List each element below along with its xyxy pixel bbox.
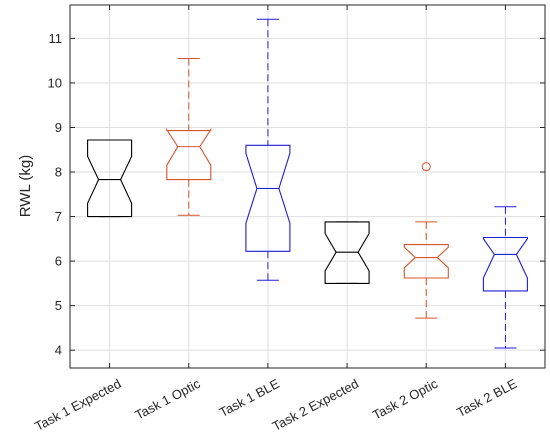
y-tick-label: 10 <box>48 75 62 90</box>
x-tick-label: Task 1 BLE <box>217 376 282 420</box>
box-5 <box>403 162 449 319</box>
box-body <box>87 139 133 218</box>
box-series <box>87 18 528 349</box>
x-tick-label: Task 2 Expected <box>270 376 361 434</box>
box-1 <box>87 139 133 218</box>
plot-frame <box>69 4 546 369</box>
box-2 <box>166 57 212 216</box>
box-6 <box>482 206 528 349</box>
y-tick-label: 9 <box>55 120 62 135</box>
box-body <box>245 144 291 252</box>
y-tick-label: 6 <box>55 254 62 269</box>
y-tick-label: 11 <box>49 31 63 46</box>
y-axis-label: RWL (kg) <box>17 155 34 218</box>
y-tick-label: 4 <box>55 343 62 358</box>
y-tick-label: 8 <box>55 165 62 180</box>
box-body <box>403 244 449 279</box>
x-tick-label: Task 1 Optic <box>132 376 203 423</box>
x-tick-label: Task 1 Expected <box>32 376 123 434</box>
box-body <box>324 221 370 284</box>
y-axis: 4 5 6 7 8 9 10 11 <box>48 31 545 358</box>
y-tick-label: 7 <box>55 209 62 224</box>
x-tick-label: Task 2 BLE <box>454 376 519 420</box>
plot-background <box>70 5 545 368</box>
box-4 <box>324 221 370 284</box>
box-body <box>166 127 212 181</box>
x-tick-label: Task 2 Optic <box>370 376 441 423</box>
y-tick-label: 5 <box>55 298 62 313</box>
outlier-point <box>421 162 431 172</box>
box-3 <box>245 18 291 281</box>
box-body <box>482 236 528 292</box>
